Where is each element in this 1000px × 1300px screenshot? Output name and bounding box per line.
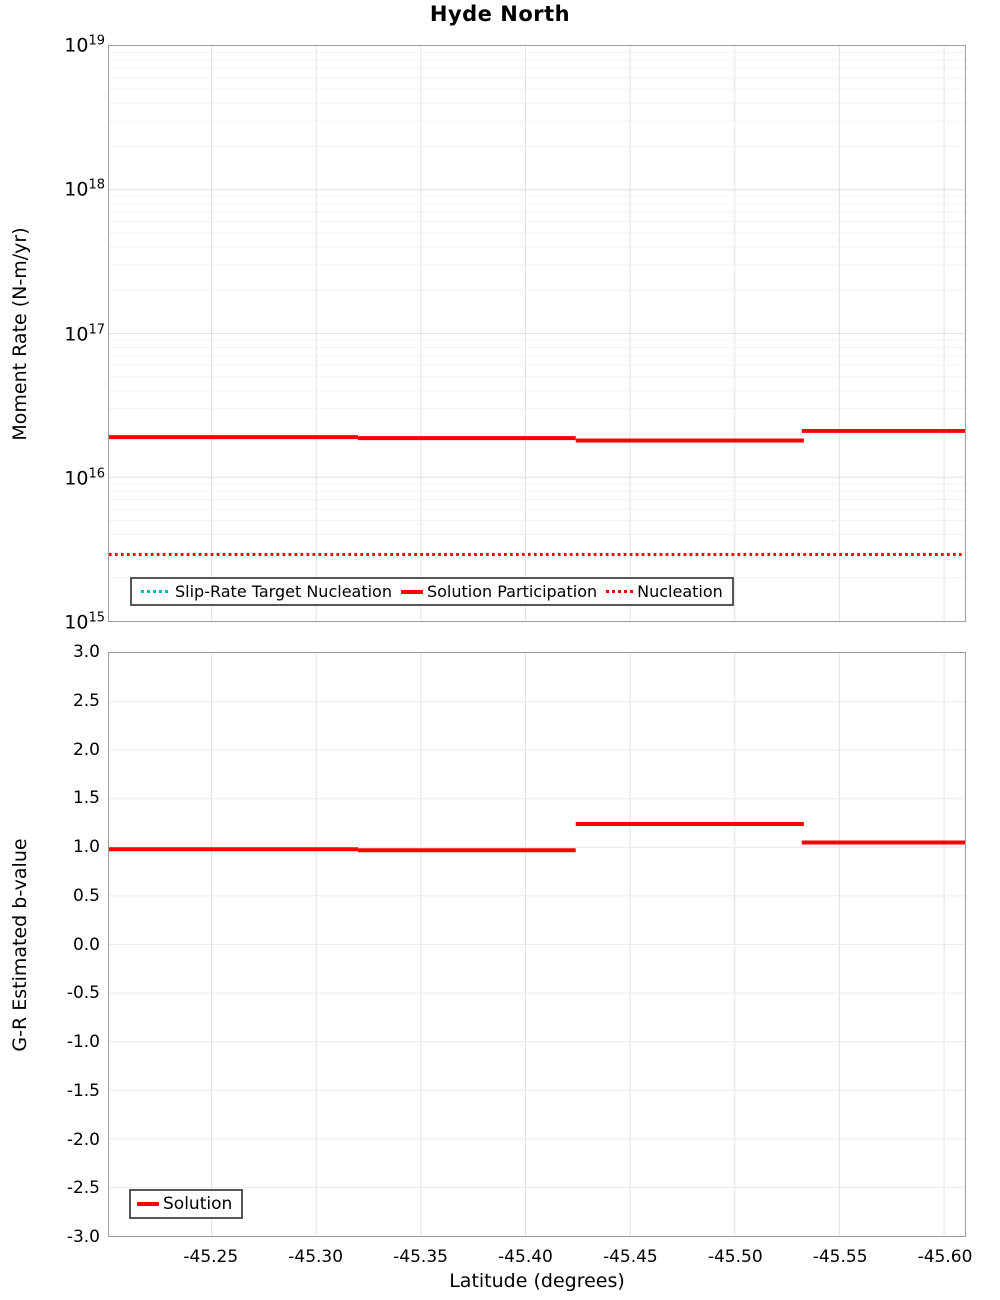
ytick-label-0.0: 0.0: [72, 934, 100, 955]
ytick-label--1.0: -1.0: [66, 1032, 100, 1052]
ytick-label-1.0: 1.0: [72, 837, 100, 857]
ytick-label--0.5: -0.5: [66, 983, 100, 1004]
xtick-label--45.35: -45.35: [393, 1247, 448, 1267]
legend-label-solution: Solution: [163, 1194, 233, 1214]
dotted-red-line-icon: [606, 590, 634, 593]
b-value-plot-area: [108, 652, 966, 1237]
ytick-label-10e16: 1016: [64, 466, 105, 490]
ytick-label-10e15: 1015: [64, 610, 105, 634]
ytick-label-0.5: 0.5: [72, 885, 100, 906]
ytick-label--3.0: -3.0: [66, 1227, 100, 1247]
ytick-label-1.5: 1.5: [72, 788, 100, 809]
moment-rate-legend: Slip-Rate Target Nucleation Solution Par…: [130, 577, 734, 606]
legend-label-slip-rate-target-nucleation: Slip-Rate Target Nucleation: [175, 582, 392, 601]
ytick-label-2.0: 2.0: [72, 739, 100, 760]
xtick-label--45.40: -45.40: [498, 1247, 553, 1267]
ytick-label--1.5: -1.5: [66, 1080, 100, 1101]
x-axis-label-latitude: Latitude (degrees): [449, 1270, 625, 1292]
moment-rate-plot-svg: [109, 46, 965, 621]
legend-item-solution-participation: Solution Participation: [400, 582, 598, 601]
xtick-label--45.50: -45.50: [707, 1247, 763, 1267]
ytick-label-10e19: 1019: [64, 33, 105, 57]
b-value-legend: Solution: [129, 1189, 244, 1219]
xtick-label--45.60: -45.60: [917, 1247, 973, 1267]
ytick-label--2.5: -2.5: [66, 1178, 100, 1199]
legend-label-solution-participation: Solution Participation: [426, 582, 598, 601]
legend-item-solution: Solution: [137, 1194, 232, 1214]
solid-red-line-icon: [137, 1202, 159, 1206]
xtick-label--45.25: -45.25: [183, 1247, 239, 1267]
ytick-label-3.0: 3.0: [72, 642, 100, 662]
dotted-cyan-line-icon: [141, 590, 171, 593]
y-axis-label-b-value: G-R Estimated b-value: [9, 838, 31, 1052]
chart-title: Hyde North: [429, 2, 571, 26]
xtick-label--45.55: -45.55: [812, 1247, 868, 1267]
legend-item-nucleation: Nucleation: [606, 582, 723, 601]
b-value-plot-svg: [109, 653, 965, 1236]
legend-label-nucleation: Nucleation: [637, 582, 723, 601]
y-axis-label-moment-rate: Moment Rate (N-m/yr): [9, 227, 31, 441]
ytick-label-10e18: 1018: [64, 177, 105, 201]
legend-item-slip-rate-target-nucleation: Slip-Rate Target Nucleation: [141, 582, 392, 601]
ytick-label-2.5: 2.5: [72, 690, 100, 711]
moment-rate-plot-area: [108, 45, 966, 622]
ytick-label-10e17: 1017: [64, 321, 105, 346]
xtick-label--45.30: -45.30: [288, 1247, 344, 1267]
solid-red-line-icon: [400, 589, 423, 594]
xtick-label--45.45: -45.45: [602, 1247, 658, 1267]
ytick-label--2.0: -2.0: [66, 1129, 100, 1150]
